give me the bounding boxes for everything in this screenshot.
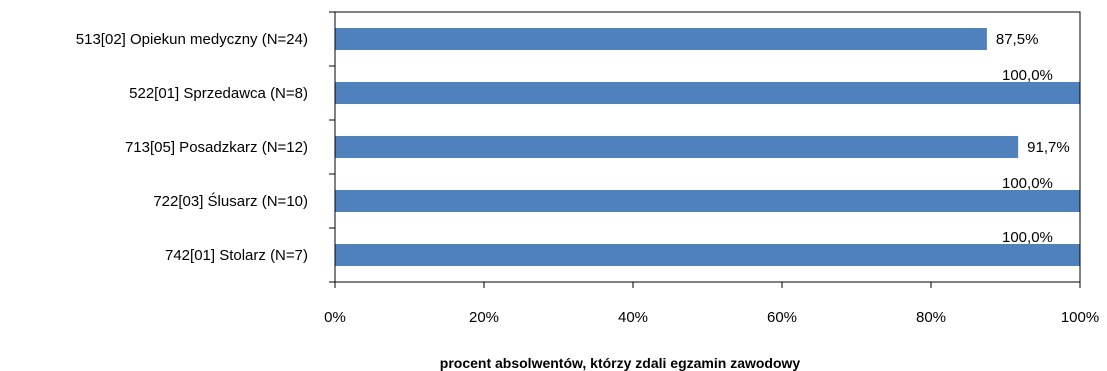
x-tick-label: 100%: [1061, 309, 1099, 326]
bar: [335, 82, 1080, 104]
category-label: 713[05] Posadzkarz (N=12): [125, 139, 308, 156]
data-label: 87,5%: [996, 31, 1039, 48]
labels-layer: 0% 20% 40% 60% 80% 100% 513[02] Opiekun medycz…: [76, 31, 1099, 326]
bars-layer: [335, 28, 1080, 266]
x-tick-label: 20%: [469, 309, 499, 326]
data-label: 100,0%: [1002, 229, 1053, 246]
bar: [335, 244, 1080, 266]
data-label: 91,7%: [1027, 139, 1070, 156]
x-tick-label: 0%: [324, 309, 346, 326]
category-label: 742[01] Stolarz (N=7): [165, 247, 308, 264]
category-label: 522[01] Sprzedawca (N=8): [129, 85, 308, 102]
category-label: 722[03] Ślusarz (N=10): [153, 192, 308, 210]
x-tick-label: 40%: [618, 309, 648, 326]
plot-area-border: [334, 11, 1081, 283]
axes-layer: [329, 11, 1081, 288]
x-tick-label: 80%: [916, 309, 946, 326]
bar: [335, 28, 987, 50]
category-label: 513[02] Opiekun medyczny (N=24): [76, 31, 308, 48]
data-label: 100,0%: [1002, 175, 1053, 192]
x-tick-label: 60%: [767, 309, 797, 326]
data-label: 100,0%: [1002, 67, 1053, 84]
bar: [335, 190, 1080, 212]
x-axis-title: procent absolwentów, którzy zdali egzami…: [440, 355, 801, 371]
bar: [335, 136, 1019, 158]
